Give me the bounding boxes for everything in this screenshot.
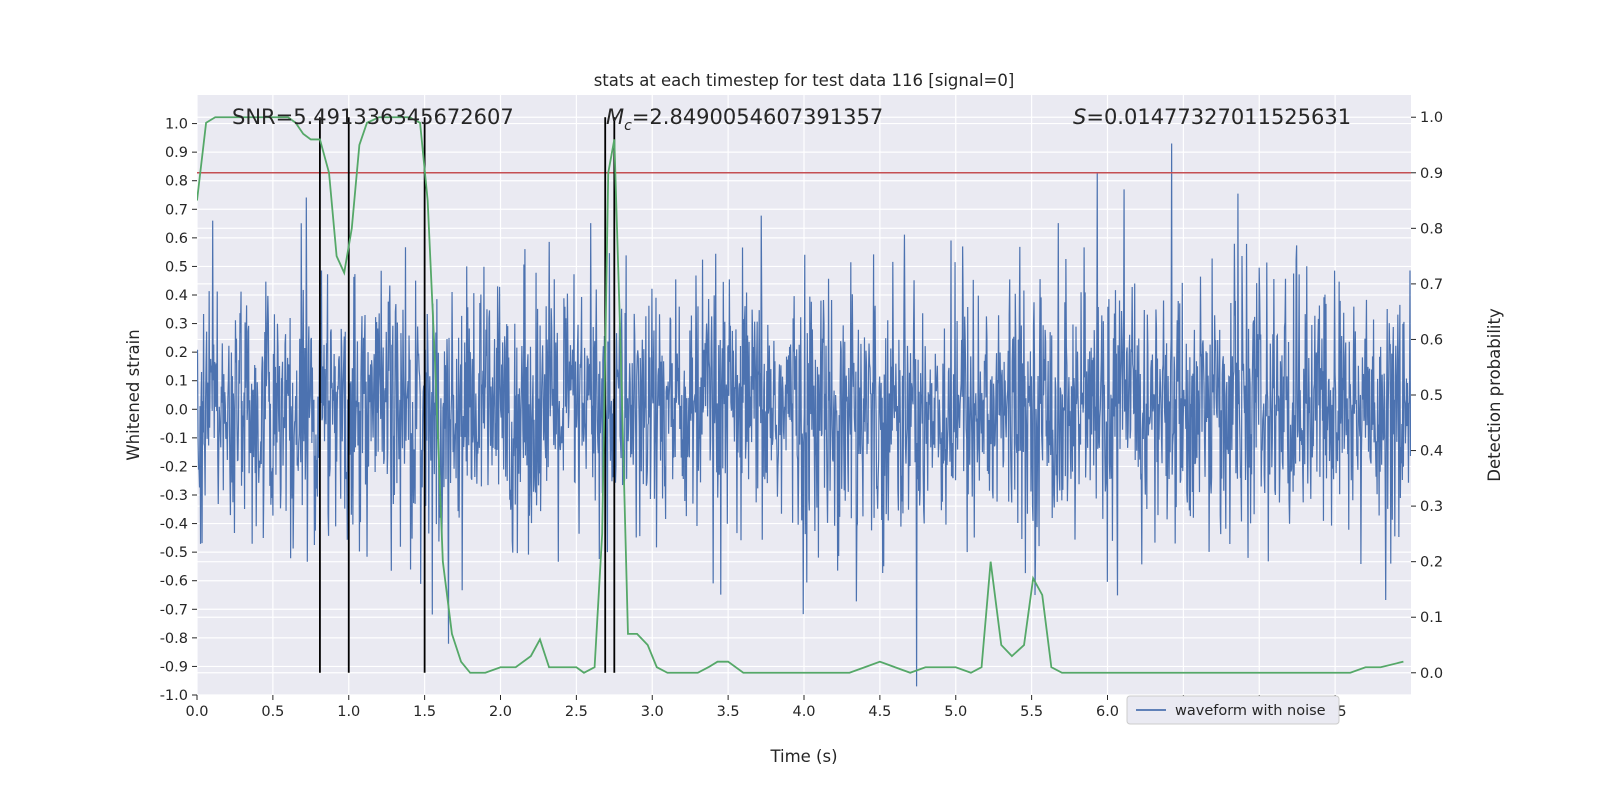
x-tick-label: 5.5 bbox=[1020, 704, 1043, 720]
chirp-mass-value: =2.8490054607391357 bbox=[632, 105, 883, 129]
left-y-tick-label: 0.3 bbox=[165, 317, 188, 333]
left-y-tick-label: -0.3 bbox=[160, 488, 188, 504]
chirp-mass-annotation: Mc=2.8490054607391357 bbox=[606, 105, 883, 134]
legend: waveform with noise bbox=[1126, 695, 1340, 725]
left-y-tick-label: -0.5 bbox=[160, 545, 188, 561]
waveform-with-noise-series bbox=[197, 143, 1411, 687]
x-tick-label: 0.0 bbox=[185, 704, 208, 720]
right-y-tick-label: 0.9 bbox=[1420, 166, 1443, 182]
left-y-tick-label: -1.0 bbox=[160, 688, 188, 704]
left-y-tick-label: 0.6 bbox=[165, 231, 188, 247]
right-y-axis-ticks: 0.0 0.1 0.2 0.3 0.4 0.5 0.6 0.7 0.8 0.9 1.0 bbox=[1411, 110, 1443, 682]
x-tick-label: 2.5 bbox=[565, 704, 588, 720]
x-tick-label: 5.0 bbox=[944, 704, 967, 720]
x-tick-label: 3.0 bbox=[641, 704, 664, 720]
left-y-tick-label: 0.2 bbox=[165, 345, 188, 361]
left-y-tick-label: -0.9 bbox=[160, 659, 188, 675]
x-tick-label: 4.0 bbox=[792, 704, 815, 720]
left-y-tick-label: -0.8 bbox=[160, 631, 188, 647]
left-y-tick-label: 0.9 bbox=[165, 145, 188, 161]
chart-title: stats at each timestep for test data 116… bbox=[594, 71, 1015, 90]
chirp-mass-symbol: M bbox=[606, 105, 624, 129]
x-tick-label: 0.5 bbox=[261, 704, 284, 720]
left-y-axis-ticks: -1.0 -0.9 -0.8 -0.7 -0.6 -0.5 -0.4 -0.3 -0.2 -0.1… bbox=[160, 117, 197, 704]
snr-annotation: SNR=5.491336345672607 bbox=[232, 105, 514, 129]
legend-label-waveform: waveform with noise bbox=[1175, 703, 1326, 719]
right-y-tick-label: 0.4 bbox=[1420, 444, 1443, 460]
left-y-axis-label: Whitened strain bbox=[124, 329, 143, 460]
left-y-tick-label: -0.4 bbox=[160, 517, 188, 533]
left-y-tick-label: 0.8 bbox=[165, 174, 188, 190]
left-y-tick-label: 0.5 bbox=[165, 259, 188, 275]
left-y-tick-label: 0.0 bbox=[165, 402, 188, 418]
left-y-tick-label: 0.1 bbox=[165, 374, 188, 390]
left-y-tick-label: -0.7 bbox=[160, 602, 188, 618]
right-y-tick-label: 0.2 bbox=[1420, 555, 1443, 571]
right-y-tick-label: 0.5 bbox=[1420, 388, 1443, 404]
left-y-tick-label: 0.7 bbox=[165, 202, 188, 218]
left-y-tick-label: 1.0 bbox=[165, 117, 188, 133]
legend-box bbox=[1126, 695, 1340, 725]
x-tick-label: 6.0 bbox=[1096, 704, 1119, 720]
x-tick-label: 2.0 bbox=[489, 704, 512, 720]
left-y-tick-label: -0.6 bbox=[160, 574, 188, 590]
chirp-mass-subscript: c bbox=[624, 118, 632, 134]
left-y-tick-label: 0.4 bbox=[165, 288, 188, 304]
right-y-tick-label: 1.0 bbox=[1420, 110, 1443, 126]
right-y-tick-label: 0.8 bbox=[1420, 221, 1443, 237]
right-y-tick-label: 0.6 bbox=[1420, 332, 1443, 348]
right-y-tick-label: 0.0 bbox=[1420, 666, 1443, 682]
s-annotation: S=0.01477327011525631 bbox=[1073, 105, 1351, 129]
s-value: =0.01477327011525631 bbox=[1086, 105, 1351, 129]
x-tick-label: 4.5 bbox=[868, 704, 891, 720]
x-tick-label: 3.5 bbox=[717, 704, 740, 720]
x-tick-label: 1.5 bbox=[413, 704, 436, 720]
s-symbol: S bbox=[1073, 105, 1086, 129]
right-y-tick-label: 0.7 bbox=[1420, 277, 1443, 293]
right-y-axis-label: Detection probability bbox=[1485, 308, 1504, 482]
right-y-tick-label: 0.1 bbox=[1420, 610, 1443, 626]
detection-probability-series bbox=[197, 116, 1404, 674]
plot-content bbox=[197, 116, 1411, 687]
right-y-tick-label: 0.3 bbox=[1420, 499, 1443, 515]
left-y-tick-label: -0.1 bbox=[160, 431, 188, 447]
left-y-tick-label: -0.2 bbox=[160, 459, 188, 475]
x-tick-label: 1.0 bbox=[337, 704, 360, 720]
x-axis-label: Time (s) bbox=[769, 747, 837, 766]
